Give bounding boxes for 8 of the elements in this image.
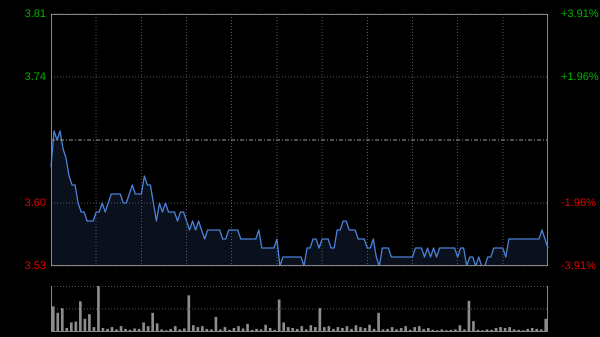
y2-tick-label: -3.91% <box>561 260 596 272</box>
y2-tick-label: +1.96% <box>561 70 599 83</box>
y-tick-label: 3.53 <box>24 260 46 272</box>
y-tick-label: 3.74 <box>24 71 46 84</box>
y2-tick-label: +3.91% <box>561 8 599 20</box>
y2-tick-label: -1.96% <box>561 197 596 210</box>
y-tick-label: 3.60 <box>24 197 46 210</box>
y-tick-label: 3.81 <box>24 8 46 20</box>
